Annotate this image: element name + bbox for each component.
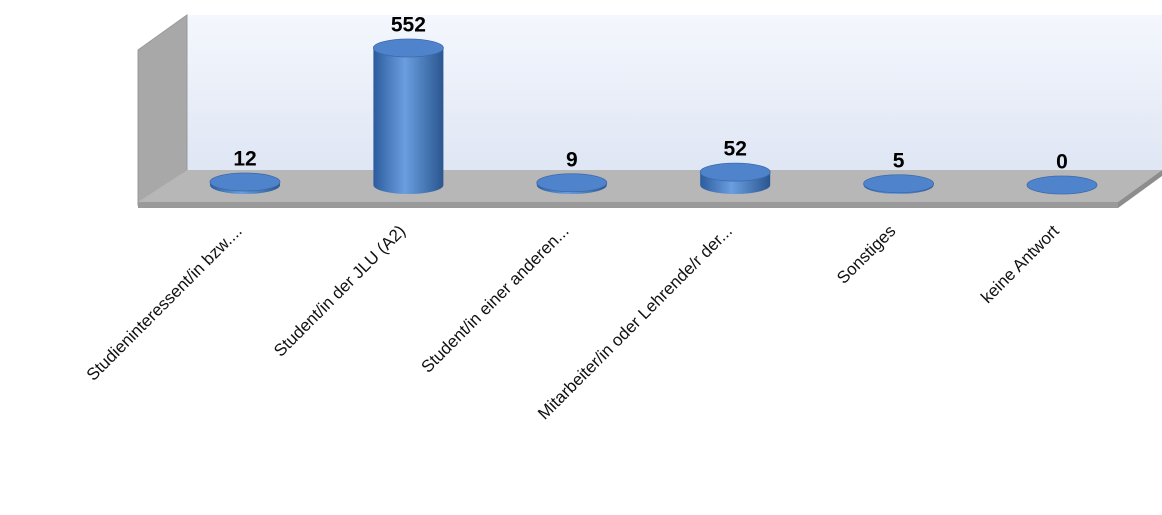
floor-edge	[138, 202, 1118, 208]
value-label: 52	[724, 138, 747, 161]
cylinder-top	[209, 172, 281, 192]
x-tick-label: Sonstiges	[833, 221, 899, 287]
floor-edge	[1118, 170, 1162, 208]
x-tick-label: Studieninteressent/in bzw....	[83, 221, 246, 384]
cylinder-top	[372, 38, 444, 58]
x-tick-label: Mitarbeiter/in oder Lehrende/r der...	[534, 221, 736, 423]
cylinder-top	[536, 173, 608, 193]
cylinder-top	[1026, 175, 1098, 195]
value-label: 5	[893, 149, 905, 172]
floor	[138, 170, 1162, 202]
cylinder-top	[863, 174, 934, 194]
x-tick-label: Student/in einer anderen...	[418, 221, 573, 376]
value-label: 552	[391, 14, 426, 37]
value-label: 0	[1056, 151, 1068, 174]
value-label: 9	[566, 148, 578, 171]
back-wall	[187, 15, 1162, 170]
cylinder-top	[699, 162, 771, 182]
cylinder-body	[373, 48, 444, 194]
value-label: 12	[233, 148, 256, 171]
x-tick-label: Student/in der JLU (A2)	[270, 221, 409, 360]
x-tick-label: keine Antwort	[977, 221, 1063, 307]
